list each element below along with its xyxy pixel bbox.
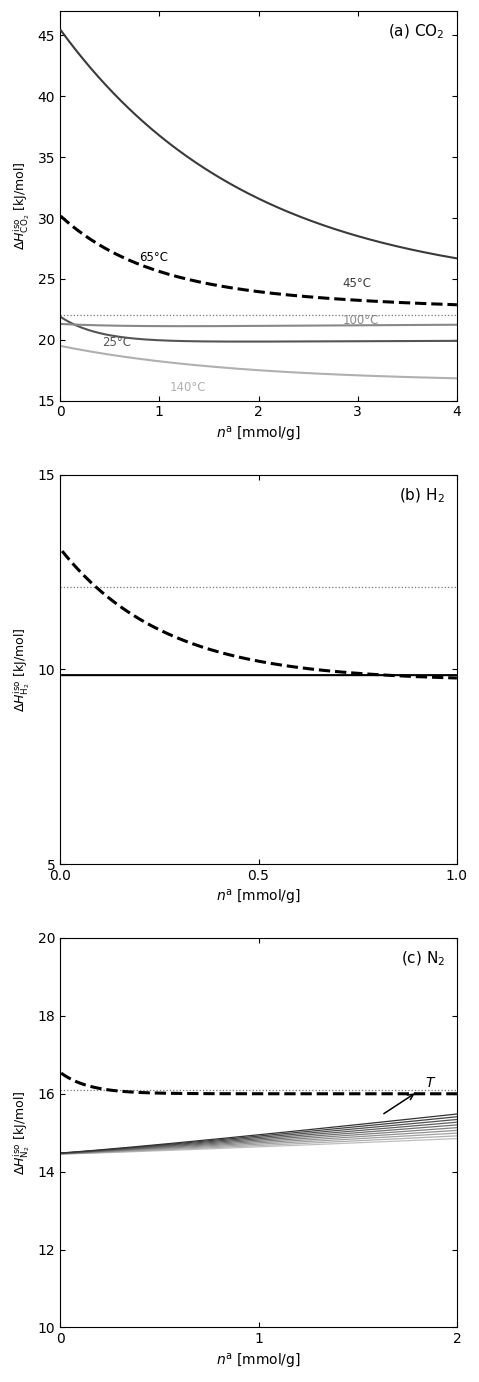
Text: 25°C: 25°C	[102, 336, 131, 348]
Text: (c) N$_2$: (c) N$_2$	[400, 949, 445, 967]
X-axis label: $n^{\rm a}$ [mmol/g]: $n^{\rm a}$ [mmol/g]	[216, 426, 301, 444]
Text: $T$: $T$	[425, 1075, 436, 1090]
X-axis label: $n^{\rm a}$ [mmol/g]: $n^{\rm a}$ [mmol/g]	[216, 889, 301, 908]
Text: 100°C: 100°C	[343, 314, 379, 328]
Text: (a) CO$_2$: (a) CO$_2$	[388, 22, 445, 41]
Y-axis label: $\Delta H^{\rm iso}_{\rm CO_2}$ [kJ/mol]: $\Delta H^{\rm iso}_{\rm CO_2}$ [kJ/mol]	[11, 162, 32, 250]
Text: (b) H$_2$: (b) H$_2$	[399, 486, 445, 504]
Text: 45°C: 45°C	[343, 278, 372, 290]
Text: 65°C: 65°C	[139, 250, 169, 264]
X-axis label: $n^{\rm a}$ [mmol/g]: $n^{\rm a}$ [mmol/g]	[216, 1352, 301, 1371]
Text: 140°C: 140°C	[169, 381, 206, 394]
Y-axis label: $\Delta H^{\rm iso}_{\rm H_2}$ [kJ/mol]: $\Delta H^{\rm iso}_{\rm H_2}$ [kJ/mol]	[11, 627, 32, 712]
Y-axis label: $\Delta H^{\rm iso}_{\rm N_2}$ [kJ/mol]: $\Delta H^{\rm iso}_{\rm N_2}$ [kJ/mol]	[11, 1090, 32, 1175]
